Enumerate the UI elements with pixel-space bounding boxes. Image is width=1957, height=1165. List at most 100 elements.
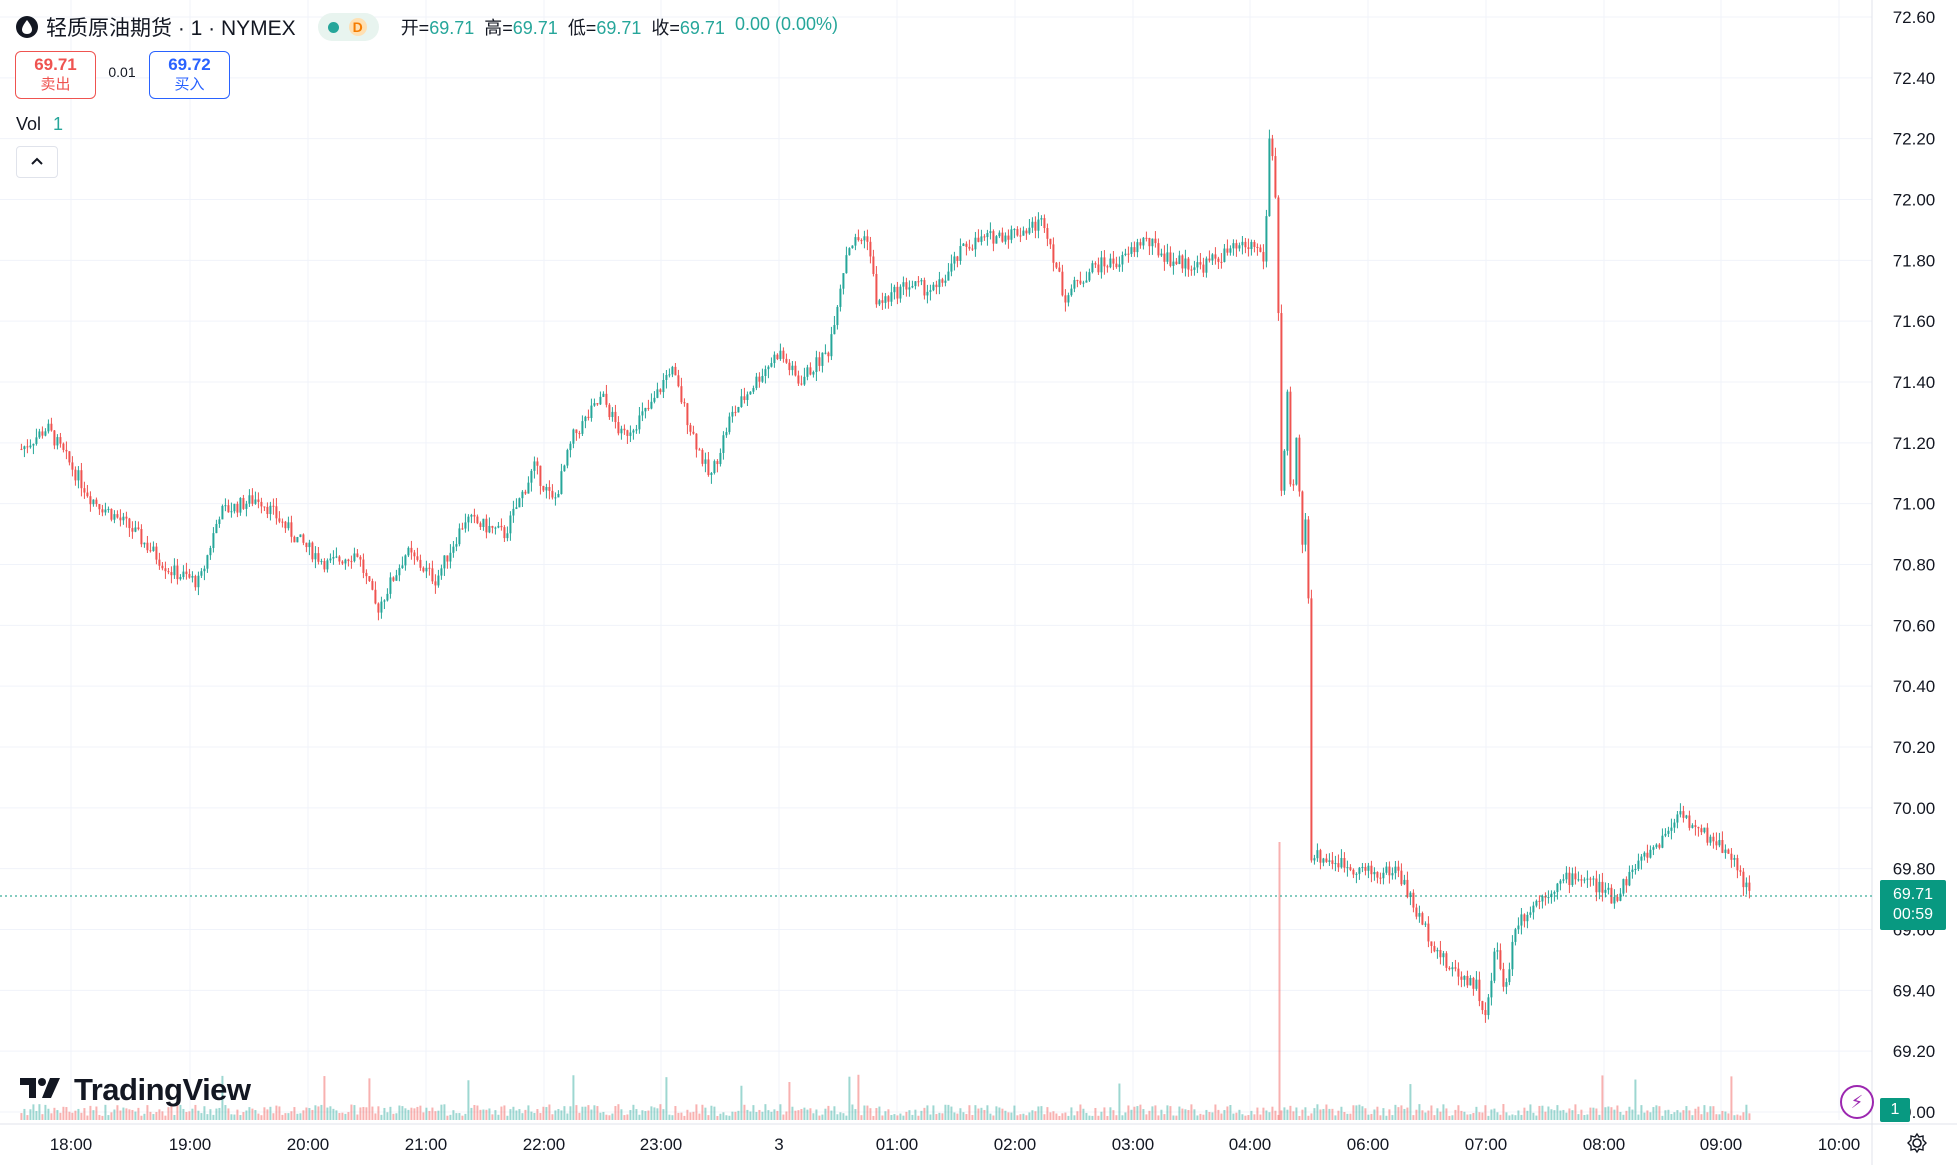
buy-button[interactable]: 69.72 买入 (149, 51, 230, 99)
volume-bar (1136, 1106, 1139, 1120)
volume-bar (962, 1112, 965, 1120)
volume-bar (167, 1107, 170, 1120)
volume-legend[interactable]: Vol 1 (16, 114, 63, 135)
volume-bar (41, 1114, 44, 1120)
candle-body (1091, 263, 1094, 273)
candle-body (287, 522, 290, 529)
candle-body (1652, 847, 1655, 850)
tradingview-watermark[interactable]: TradingView (20, 1072, 251, 1108)
candle-body (896, 286, 899, 299)
volume-bar (1229, 1104, 1232, 1120)
candle-body (458, 528, 461, 545)
collapse-legend-button[interactable] (16, 146, 58, 178)
volume-bar (203, 1106, 206, 1120)
candle-body (527, 482, 530, 494)
volume-bar (1265, 1110, 1268, 1120)
volume-bar (1709, 1106, 1712, 1120)
candle-body (224, 505, 227, 507)
candle-body (755, 376, 758, 389)
symbol-name[interactable]: 轻质原油期货 · 1 · NYMEX (46, 17, 296, 40)
volume-bar (1316, 1104, 1319, 1120)
volume-bar (215, 1108, 218, 1120)
candle-body (701, 450, 704, 464)
bolt-icon[interactable]: ⚡ (1840, 1085, 1874, 1119)
candle-body (779, 350, 782, 360)
volume-bar (851, 1104, 854, 1120)
candle-body (431, 568, 434, 582)
volume-bar (1529, 1104, 1532, 1120)
candle-body (1310, 598, 1313, 861)
volume-bar (62, 1106, 65, 1120)
volume-bar (1496, 1112, 1499, 1120)
candle-body (1640, 856, 1643, 861)
volume-bar (89, 1105, 92, 1120)
candle-body (572, 429, 575, 444)
volume-bar (1622, 1114, 1625, 1120)
volume-bar (1298, 1115, 1301, 1120)
volume-bar (1724, 1111, 1727, 1120)
volume-bar (59, 1112, 62, 1120)
volume-bar (863, 1105, 866, 1120)
y-tick-label: 72.20 (1893, 130, 1936, 149)
candle-body (215, 523, 218, 534)
volume-bar (431, 1107, 434, 1120)
volume-bar (788, 1082, 791, 1120)
candle-body (470, 514, 473, 517)
volume-bar (722, 1112, 725, 1120)
market-status-pill[interactable]: D (317, 13, 379, 41)
candle-body (1334, 863, 1337, 865)
candle-body (1436, 949, 1439, 952)
candle-body (488, 526, 491, 533)
volume-bar (1340, 1106, 1343, 1120)
candle-body (1550, 893, 1553, 898)
volume-bar (1169, 1106, 1172, 1120)
volume-bar (434, 1111, 437, 1120)
volume-bar (1556, 1105, 1559, 1120)
x-tick-label: 23:00 (640, 1135, 683, 1154)
volume-bar (650, 1106, 653, 1120)
volume-bar (1592, 1107, 1595, 1120)
candle-body (644, 407, 647, 412)
volume-bar (1259, 1114, 1262, 1120)
volume-bar (1004, 1110, 1007, 1120)
volume-bar (1190, 1104, 1193, 1120)
volume-bar (1082, 1108, 1085, 1120)
candle-body (1721, 840, 1724, 853)
volume-bar (209, 1109, 212, 1120)
candle-body (1115, 263, 1118, 268)
volume-bar (443, 1104, 446, 1120)
volume-bar (326, 1107, 329, 1120)
candle-body (959, 246, 962, 261)
volume-bar (377, 1106, 380, 1120)
volume-bar (473, 1105, 476, 1120)
candle-body (422, 567, 425, 572)
volume-bar (410, 1107, 413, 1120)
volume-bar (122, 1107, 125, 1120)
sell-button[interactable]: 69.71 卖出 (15, 51, 96, 99)
candle-body (1145, 237, 1148, 239)
candle-body (53, 430, 56, 446)
candle-body (1502, 968, 1505, 987)
candle-body (863, 236, 866, 241)
candle-body (692, 431, 695, 434)
volume-bar (965, 1114, 968, 1120)
volume-bar (347, 1112, 350, 1120)
candle-body (1520, 914, 1523, 926)
volume-bar (869, 1108, 872, 1120)
volume-bar (1238, 1109, 1241, 1120)
candle-body (683, 402, 686, 404)
volume-bar (683, 1115, 686, 1120)
volume-bar (476, 1105, 479, 1120)
volume-bar (38, 1104, 41, 1120)
volume-bar (794, 1110, 797, 1120)
candle-body (1247, 247, 1250, 250)
settings-icon[interactable] (1904, 1130, 1930, 1156)
symbol-legend: 轻质原油期货 · 1 · NYMEX D 开=69.71 高=69.71 低=6… (16, 12, 838, 42)
candle-body (464, 522, 467, 529)
volume-bar (968, 1105, 971, 1120)
volume-bar (404, 1108, 407, 1120)
volume-bar (1079, 1104, 1082, 1120)
volume-bar (944, 1104, 947, 1120)
candle-body (1748, 882, 1751, 891)
